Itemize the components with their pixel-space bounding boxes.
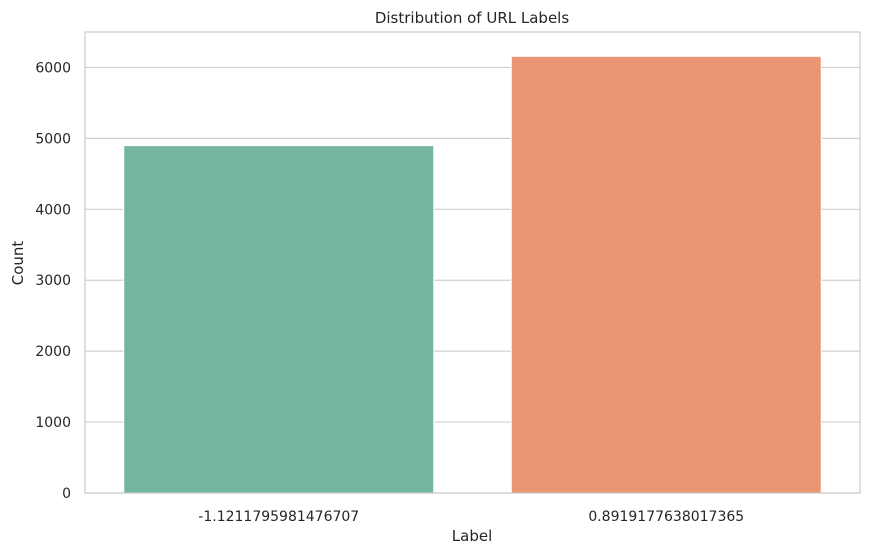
y-tick-label: 0 — [62, 486, 71, 502]
bar — [123, 145, 435, 494]
x-tick-label: 0.8919177638017365 — [588, 509, 744, 525]
y-axis-label: Count — [9, 241, 27, 286]
bar — [510, 55, 822, 494]
plot-frame — [84, 31, 861, 494]
y-tick-label: 4000 — [35, 202, 71, 218]
chart-title: Distribution of URL Labels — [375, 9, 569, 27]
y-tick-label: 6000 — [35, 60, 71, 76]
y-tick-label: 3000 — [35, 273, 71, 289]
y-tick-label: 1000 — [35, 415, 71, 431]
y-tick-label: 2000 — [35, 344, 71, 360]
x-axis-label: Label — [452, 527, 492, 545]
x-tick-labels: -1.1211795981476707 0.8919177638017365 — [198, 509, 744, 525]
bars — [123, 55, 822, 494]
x-tick-label: -1.1211795981476707 — [198, 509, 359, 525]
y-tick-label: 5000 — [35, 131, 71, 147]
y-tick-labels: 0 1000 2000 3000 4000 5000 6000 — [35, 60, 71, 502]
